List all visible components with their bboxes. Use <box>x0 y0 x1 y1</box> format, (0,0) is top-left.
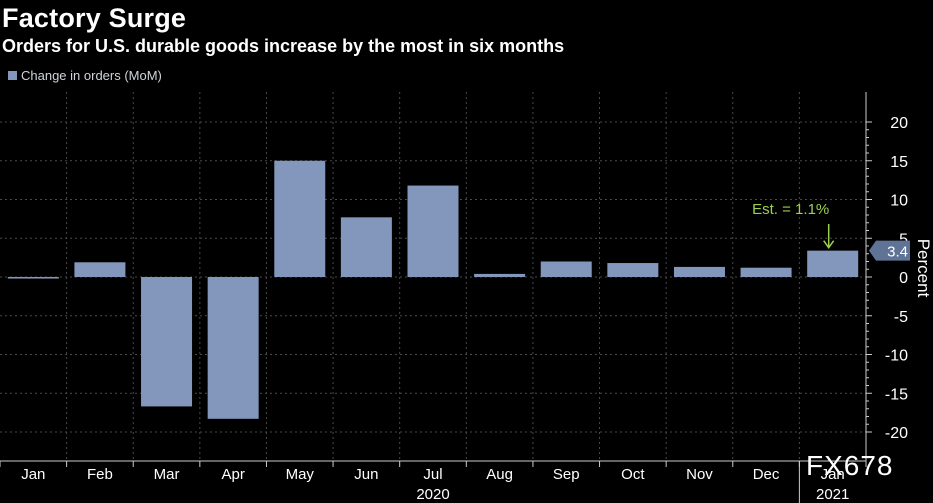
legend-swatch <box>8 71 17 80</box>
last-value-flag <box>869 240 910 261</box>
y-tick-label: 5 <box>899 231 908 248</box>
x-tick-label: Nov <box>686 466 713 483</box>
y-tick-label: 10 <box>890 193 908 210</box>
bar <box>274 160 326 277</box>
y-tick-label: -20 <box>885 425 908 442</box>
bar <box>141 277 193 407</box>
y-tick-label: -15 <box>885 386 908 403</box>
bar <box>807 250 859 277</box>
bar <box>207 277 259 419</box>
y-tick-label: -5 <box>894 309 908 326</box>
bar <box>74 262 126 277</box>
bar <box>407 185 459 277</box>
last-value-label: 3.4 <box>887 244 908 261</box>
bar <box>474 273 526 277</box>
legend-label: Change in orders (MoM) <box>21 68 162 83</box>
annotation-text: Est. = 1.1% <box>752 201 829 218</box>
bar <box>340 217 392 277</box>
legend: Change in orders (MoM) <box>8 68 162 83</box>
x-tick-label: Jan <box>21 466 45 483</box>
x-tick-label: Jun <box>354 466 378 483</box>
x-tick-label: Dec <box>753 466 780 483</box>
y-axis-title: Percent <box>914 239 933 298</box>
chart-title: Factory Surge <box>2 3 187 33</box>
x-tick-label: Mar <box>154 466 180 483</box>
x-tick-label: Jan <box>821 466 845 483</box>
bar <box>540 261 592 277</box>
x-tick-label: Sep <box>553 466 580 483</box>
y-tick-label: 20 <box>890 115 908 132</box>
annotation-arrow-head <box>823 240 835 249</box>
x-tick-label: Aug <box>486 466 513 483</box>
x-tick-label: May <box>286 466 315 483</box>
x-tick-label: Oct <box>621 466 645 483</box>
chart-subtitle: Orders for U.S. durable goods increase b… <box>2 36 565 56</box>
watermark: FX678 <box>806 450 894 481</box>
y-tick-label: 15 <box>890 154 908 171</box>
x-tick-label: Jul <box>423 466 442 483</box>
bar <box>740 267 792 277</box>
x-tick-label: Feb <box>87 466 113 483</box>
y-tick-label: -10 <box>885 348 908 365</box>
y-tick-label: 0 <box>899 270 908 287</box>
x-year-label: 2021 <box>816 486 849 503</box>
x-tick-label: Apr <box>221 466 244 483</box>
bar <box>673 266 725 277</box>
x-year-label: 2020 <box>416 486 449 503</box>
bar <box>607 263 659 277</box>
bar <box>7 277 59 279</box>
